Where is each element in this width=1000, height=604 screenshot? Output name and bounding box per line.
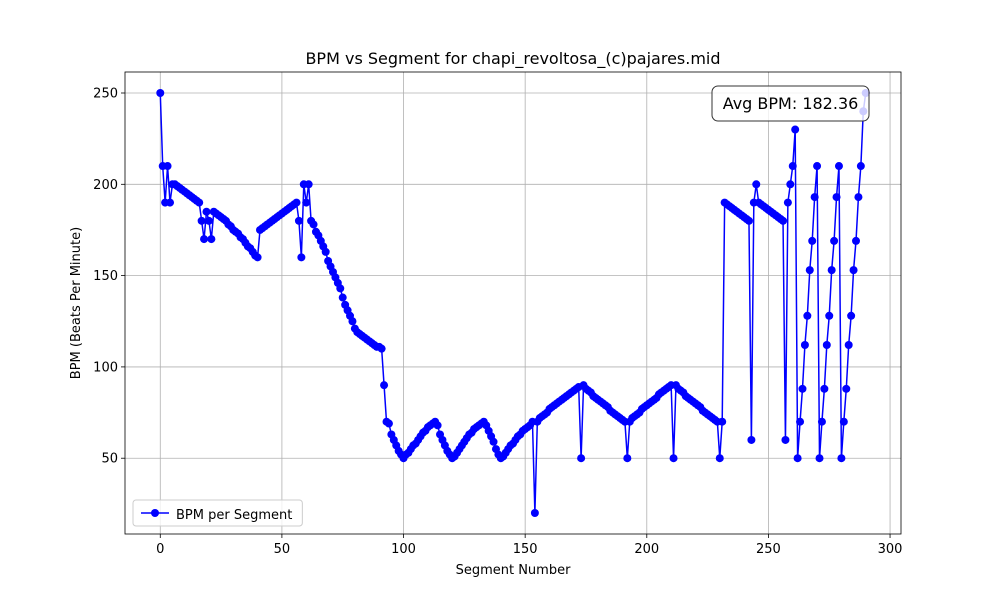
data-point [854,193,863,202]
data-point [292,198,301,207]
data-point [747,435,756,444]
x-tick-label: 250 [756,542,781,557]
y-tick-label: 50 [101,452,118,467]
data-point [820,384,829,393]
data-point [844,341,853,349]
data-point [808,236,817,245]
data-point [718,417,727,426]
data-point [810,193,819,202]
data-point [309,220,318,229]
annotation-box [711,85,870,122]
data-point [156,89,165,97]
data-point [817,417,826,426]
data-point [805,266,814,275]
data-point [800,341,809,349]
data-point [304,180,313,189]
data-point [796,417,805,426]
data-point [294,216,303,225]
data-point [815,454,824,463]
annotation: Avg BPM: 182.36 [711,85,870,122]
data-point [489,437,498,446]
data-point [348,317,357,326]
data-point [827,266,836,275]
data-point [847,311,856,320]
data-point [842,384,851,393]
data-point [530,509,539,517]
data-point [851,236,860,245]
data-point [781,435,790,444]
data-point [834,162,843,171]
y-tick-label: 200 [93,178,118,193]
x-tick-label: 0 [156,542,164,557]
data-point [202,207,211,216]
data-point [786,180,795,189]
legend: BPM per Segment [132,499,303,527]
y-tick-label: 250 [93,87,118,102]
x-tick-label: 300 [878,542,903,557]
data-point [813,162,822,171]
data-point [321,247,330,256]
y-tick-label: 100 [93,360,118,375]
data-point [856,162,865,171]
annotation-text: Avg BPM: 182.36 [723,94,859,113]
plot-frame [124,71,902,535]
data-point [195,198,204,207]
data-point [830,236,839,245]
legend-label: BPM per Segment [176,508,292,523]
x-axis-label: Segment Number [456,563,572,578]
data-point [715,454,724,463]
data-point [779,216,788,225]
data-point [849,266,858,275]
x-tick-label: 100 [391,542,416,557]
data-point [207,235,216,244]
data-point [788,162,797,171]
data-point [803,311,812,320]
x-tick-label: 50 [274,542,291,557]
y-axis-label: BPM (Beats Per Minute) [69,227,84,379]
legend-box [132,499,303,527]
data-point [163,162,172,171]
data-point [433,421,442,430]
data-point [744,216,753,225]
data-point [302,198,311,207]
data-point [791,125,800,134]
data-point [200,235,209,244]
chart-title: BPM vs Segment for chapi_revoltosa_(c)pa… [305,49,720,69]
data-point [822,341,831,349]
data-point [669,454,678,463]
data-point [204,216,213,225]
data-point [338,293,347,302]
data-point [297,253,306,262]
data-point [783,198,792,207]
data-point [384,419,393,428]
data-point [197,216,206,225]
data-point [623,454,632,463]
data-point [793,454,802,463]
legend-marker [151,509,159,517]
data-point [798,384,807,393]
data-point [832,193,841,202]
x-tick-label: 150 [513,542,538,557]
data-point [825,311,834,320]
y-tick-label: 150 [93,269,118,284]
data-point [377,344,386,353]
data-point [839,417,848,426]
data-point [253,253,262,262]
data-point [380,381,389,390]
data-point [336,284,345,293]
data-point [837,454,846,463]
data-point [166,198,175,207]
x-tick-label: 200 [634,542,659,557]
data-point [577,454,586,463]
data-point [752,180,761,189]
